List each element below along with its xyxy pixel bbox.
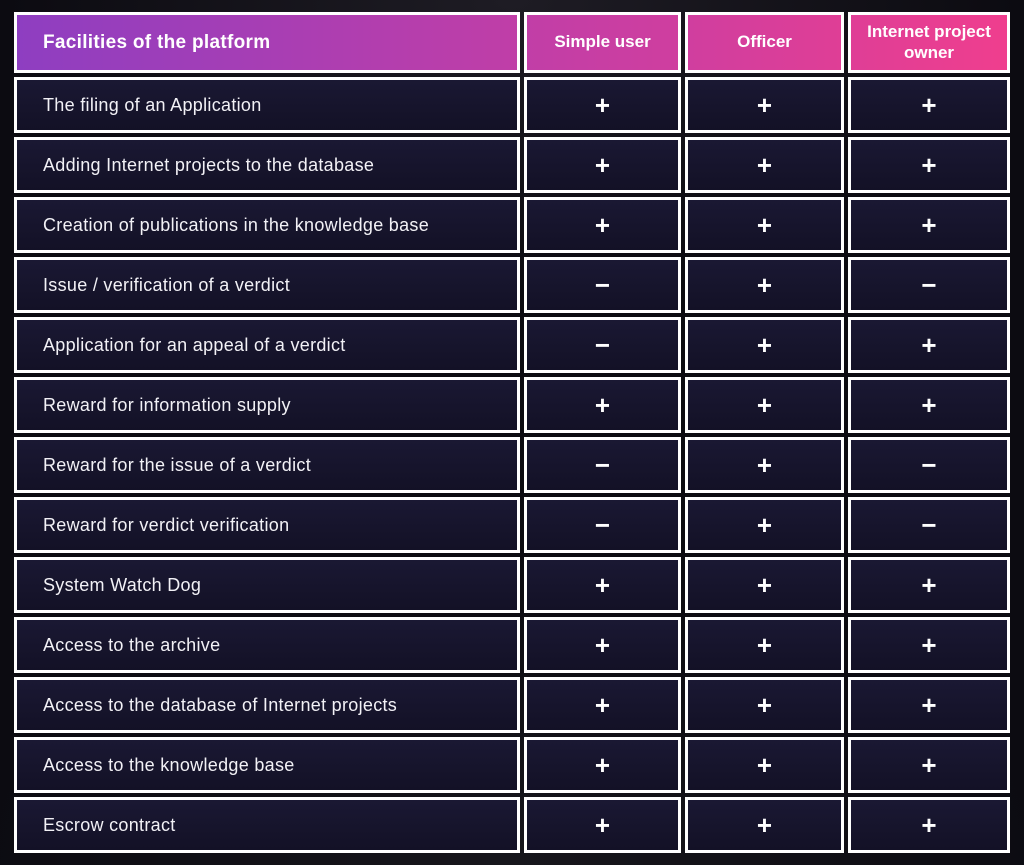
plus-cell: + <box>685 77 844 133</box>
minus-cell: − <box>524 497 681 553</box>
plus-cell: + <box>685 197 844 253</box>
minus-cell: − <box>524 317 681 373</box>
plus-cell: + <box>848 317 1010 373</box>
plus-cell: + <box>524 617 681 673</box>
plus-cell: + <box>848 137 1010 193</box>
plus-cell: + <box>685 137 844 193</box>
table-row-label: Reward for verdict verification <box>14 497 520 553</box>
plus-cell: + <box>848 617 1010 673</box>
minus-cell: − <box>524 257 681 313</box>
plus-cell: + <box>685 437 844 493</box>
plus-cell: + <box>848 197 1010 253</box>
plus-cell: + <box>524 137 681 193</box>
plus-cell: + <box>685 797 844 853</box>
plus-cell: + <box>848 557 1010 613</box>
header-col-simple-user: Simple user <box>524 12 681 73</box>
header-col-officer: Officer <box>685 12 844 73</box>
plus-cell: + <box>848 737 1010 793</box>
plus-cell: + <box>685 737 844 793</box>
header-col-simple-user-label: Simple user <box>554 32 651 52</box>
plus-cell: + <box>685 557 844 613</box>
minus-cell: − <box>848 257 1010 313</box>
plus-cell: + <box>524 677 681 733</box>
plus-cell: + <box>685 257 844 313</box>
plus-cell: + <box>524 77 681 133</box>
plus-cell: + <box>524 797 681 853</box>
plus-cell: + <box>685 497 844 553</box>
table-row-label: Access to the knowledge base <box>14 737 520 793</box>
minus-cell: − <box>524 437 681 493</box>
table-row-label: Reward for information supply <box>14 377 520 433</box>
header-col-officer-label: Officer <box>737 32 792 52</box>
table-row-label: Application for an appeal of a verdict <box>14 317 520 373</box>
minus-cell: − <box>848 437 1010 493</box>
table-row-label: Escrow contract <box>14 797 520 853</box>
plus-cell: + <box>848 77 1010 133</box>
plus-cell: + <box>524 197 681 253</box>
header-col-internet-project-owner-label: Internet project owner <box>867 22 991 62</box>
plus-cell: + <box>848 797 1010 853</box>
facilities-table: Facilities of the platform Simple user O… <box>14 12 1010 853</box>
table-row-label: Reward for the issue of a verdict <box>14 437 520 493</box>
plus-cell: + <box>685 617 844 673</box>
table-row-label: Access to the database of Internet proje… <box>14 677 520 733</box>
plus-cell: + <box>524 377 681 433</box>
table-row-label: Issue / verification of a verdict <box>14 257 520 313</box>
plus-cell: + <box>685 677 844 733</box>
plus-cell: + <box>685 317 844 373</box>
plus-cell: + <box>848 677 1010 733</box>
header-facilities-label: Facilities of the platform <box>43 31 271 53</box>
table-row-label: The filing of an Application <box>14 77 520 133</box>
plus-cell: + <box>524 557 681 613</box>
plus-cell: + <box>524 737 681 793</box>
header-facilities: Facilities of the platform <box>14 12 520 73</box>
minus-cell: − <box>848 497 1010 553</box>
table-row-label: Access to the archive <box>14 617 520 673</box>
plus-cell: + <box>848 377 1010 433</box>
header-col-internet-project-owner: Internet project owner <box>848 12 1010 73</box>
table-row-label: Creation of publications in the knowledg… <box>14 197 520 253</box>
plus-cell: + <box>685 377 844 433</box>
table-row-label: System Watch Dog <box>14 557 520 613</box>
table-row-label: Adding Internet projects to the database <box>14 137 520 193</box>
